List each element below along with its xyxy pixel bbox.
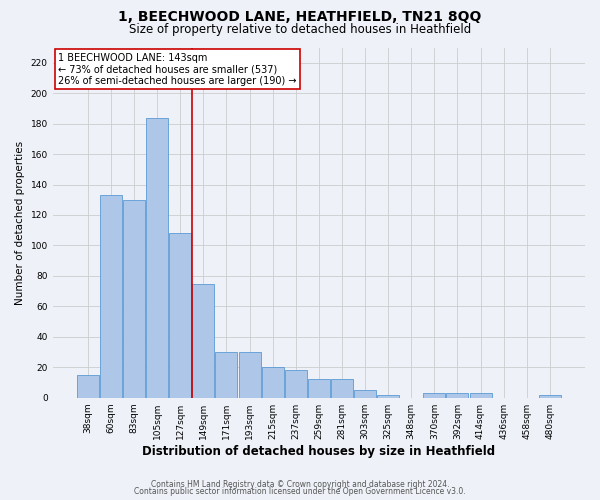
Bar: [77, 375, 99, 398]
Text: Contains public sector information licensed under the Open Government Licence v3: Contains public sector information licen…: [134, 487, 466, 496]
X-axis label: Distribution of detached houses by size in Heathfield: Distribution of detached houses by size …: [142, 444, 496, 458]
Y-axis label: Number of detached properties: Number of detached properties: [15, 140, 25, 304]
Text: Contains HM Land Registry data © Crown copyright and database right 2024.: Contains HM Land Registry data © Crown c…: [151, 480, 449, 489]
Bar: [285, 370, 307, 398]
Bar: [424, 393, 445, 398]
Bar: [446, 393, 469, 398]
Bar: [193, 284, 214, 398]
Bar: [331, 380, 353, 398]
Bar: [539, 394, 561, 398]
Bar: [169, 234, 191, 398]
Text: 1, BEECHWOOD LANE, HEATHFIELD, TN21 8QQ: 1, BEECHWOOD LANE, HEATHFIELD, TN21 8QQ: [118, 10, 482, 24]
Bar: [354, 390, 376, 398]
Bar: [123, 200, 145, 398]
Text: Size of property relative to detached houses in Heathfield: Size of property relative to detached ho…: [129, 22, 471, 36]
Text: 1 BEECHWOOD LANE: 143sqm
← 73% of detached houses are smaller (537)
26% of semi-: 1 BEECHWOOD LANE: 143sqm ← 73% of detach…: [58, 53, 296, 86]
Bar: [470, 393, 491, 398]
Bar: [262, 368, 284, 398]
Bar: [377, 394, 399, 398]
Bar: [215, 352, 238, 398]
Bar: [239, 352, 260, 398]
Bar: [308, 380, 330, 398]
Bar: [100, 195, 122, 398]
Bar: [146, 118, 168, 398]
